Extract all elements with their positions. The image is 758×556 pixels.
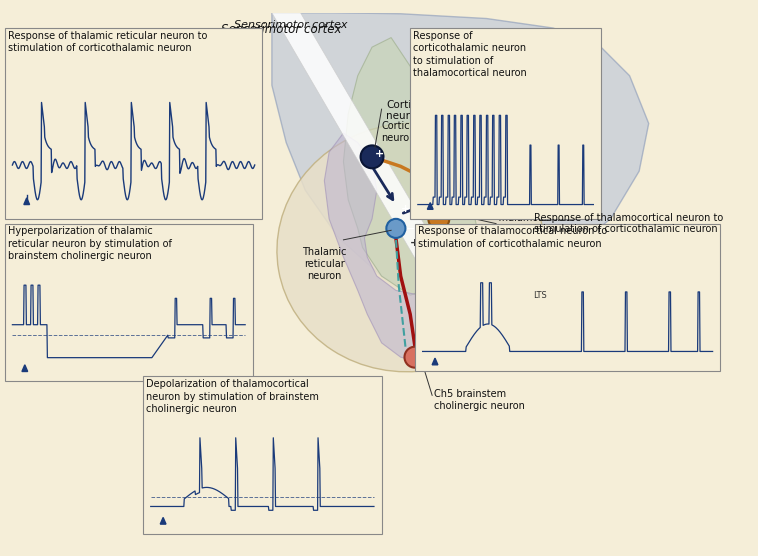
Text: +: + [410,238,420,248]
Text: LTS: LTS [533,291,547,300]
Text: +: + [432,200,442,210]
Text: +: + [437,238,446,248]
Text: Hyperpolarization of thalamic
reticular neuron by stimulation of
brainstem choli: Hyperpolarization of thalamic reticular … [8,226,171,261]
Polygon shape [428,202,433,209]
Text: −: − [420,257,429,267]
Text: Corticothalamic
neuron: Corticothalamic neuron [381,121,459,142]
FancyBboxPatch shape [143,376,381,534]
Text: Response of thalamocortical neuron to
stimulation of corticothalamic neuron: Response of thalamocortical neuron to st… [534,213,723,235]
Text: Depolarization of thalamocortical
neuron by stimulation of brainstem
cholinergic: Depolarization of thalamocortical neuron… [146,379,319,414]
Polygon shape [22,365,27,371]
Circle shape [428,208,449,229]
Polygon shape [324,133,487,364]
Text: Response of
corticothalamic neuron
to stimulation of
thalamocortical neuron: Response of corticothalamic neuron to st… [413,31,527,78]
Polygon shape [343,38,477,295]
FancyBboxPatch shape [5,224,253,381]
Text: +: + [375,149,384,159]
Text: Response of thalamocortical neuron to
stimulation of corticothalamic neuron: Response of thalamocortical neuron to st… [418,226,607,249]
Text: Thalamic
reticular
neuron: Thalamic reticular neuron [302,247,346,281]
Text: −: − [406,224,415,234]
Circle shape [405,347,425,368]
Text: Response of thalamic reticular neuron to
stimulation of corticothalamic neuron: Response of thalamic reticular neuron to… [8,31,207,53]
Circle shape [361,146,384,168]
Text: Sensorimotor cortex: Sensorimotor cortex [221,23,342,36]
Polygon shape [23,198,30,205]
Polygon shape [160,518,166,524]
Text: Thalamocortical
neuron: Thalamocortical neuron [496,213,575,235]
FancyBboxPatch shape [5,28,262,219]
FancyBboxPatch shape [415,224,720,371]
Text: Thalamus: Thalamus [501,261,549,271]
Ellipse shape [277,123,543,372]
Text: Sensorimotor cortex: Sensorimotor cortex [234,21,348,31]
Polygon shape [272,13,477,324]
Text: Ch5 brainstem
cholinergic neuron: Ch5 brainstem cholinergic neuron [434,389,525,411]
Polygon shape [272,13,649,300]
Text: +: + [401,204,410,214]
FancyBboxPatch shape [410,28,601,219]
Polygon shape [432,358,438,365]
Text: Corticothalamic
neuron: Corticothalamic neuron [387,100,469,121]
Circle shape [387,219,406,238]
